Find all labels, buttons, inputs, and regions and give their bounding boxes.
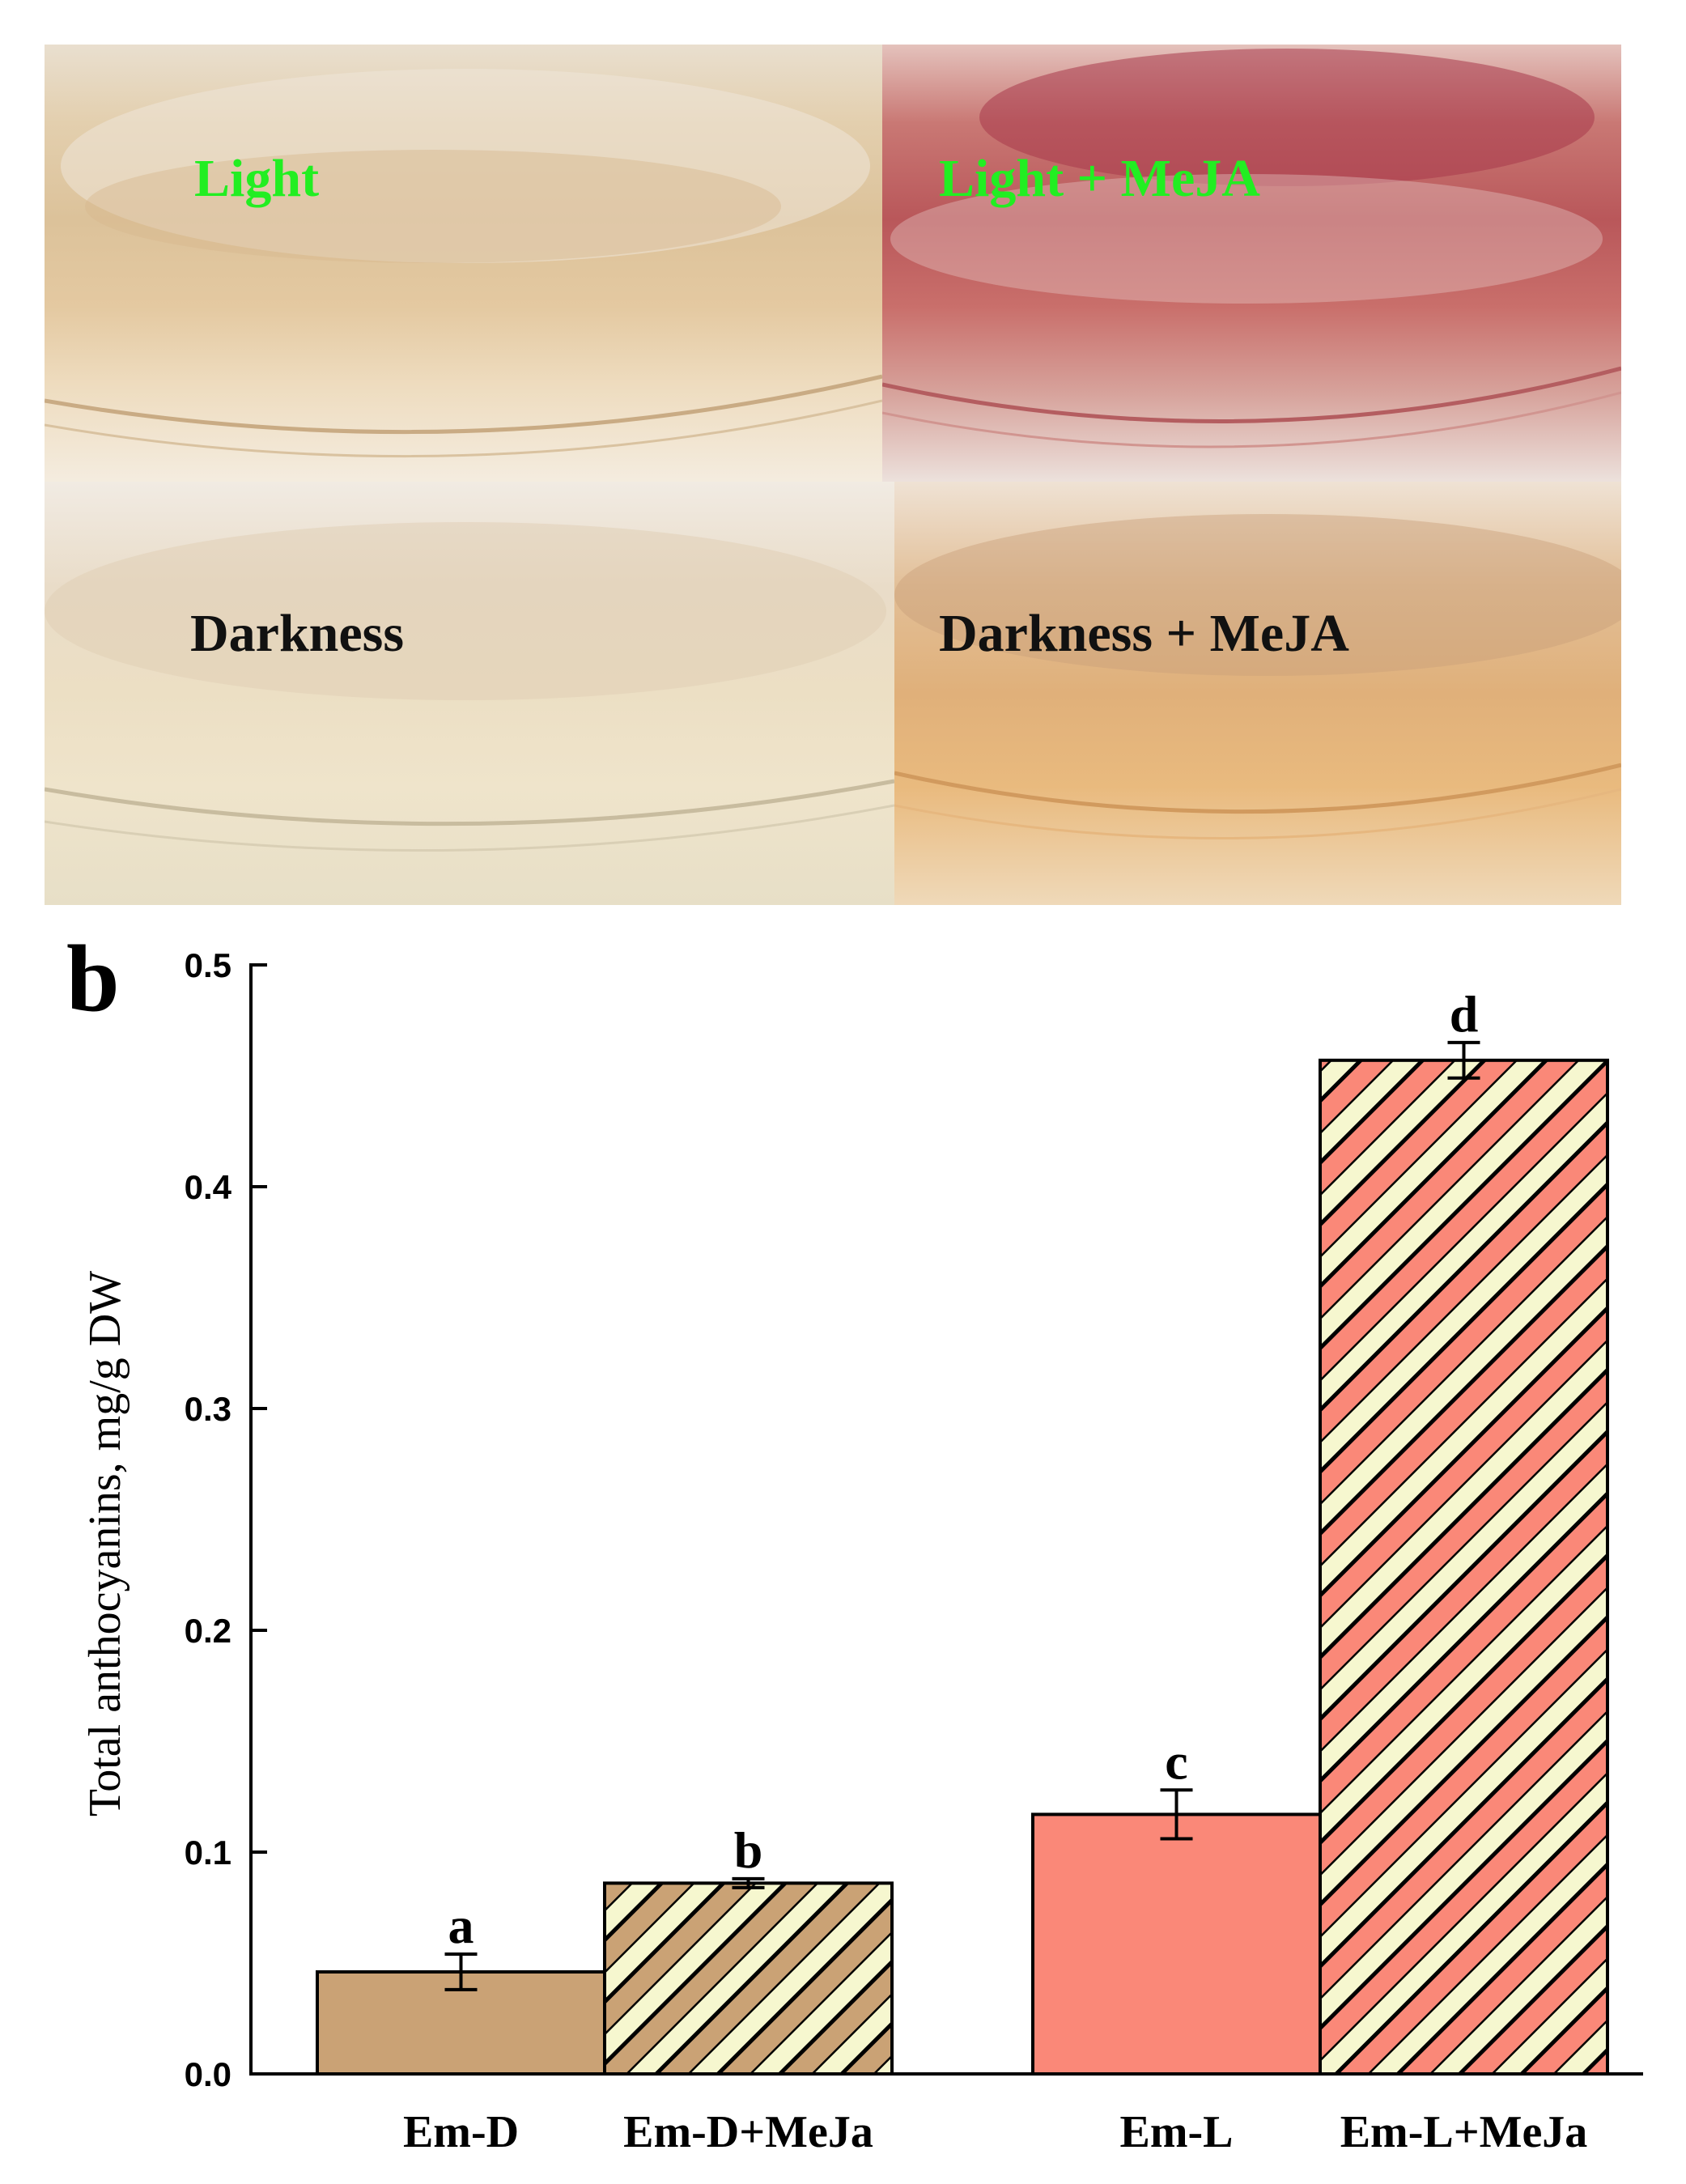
y-axis-label: Total anthocyanins, mg/g DW (80, 1271, 130, 1816)
significance-letter: d (1450, 985, 1479, 1043)
x-tick-label: Em-L+MeJa (1340, 2107, 1588, 2157)
chart-bars (316, 1040, 1609, 2076)
x-tick-label: Em-D+MeJa (623, 2107, 873, 2157)
x-tick-label: Em-L (1120, 2107, 1234, 2157)
y-tick-label: 0.0 (185, 2055, 231, 2093)
y-tick-label: 0.4 (185, 1168, 232, 1206)
petri-dish-photograph: Light Light + MeJA Darkness Darkness + M… (45, 45, 1621, 905)
y-tick-label: 0.1 (185, 1833, 231, 1872)
significance-letter: a (448, 1897, 474, 1954)
photo-darkness-meja: Darkness + MeJA (894, 482, 1621, 905)
photo-darkness-texture (45, 522, 894, 852)
label-light: Light (194, 149, 320, 208)
label-darkness: Darkness (190, 604, 405, 663)
significance-letter: c (1165, 1732, 1187, 1790)
photo-light-meja: Light + MeJA (882, 45, 1621, 482)
photo-light-texture (45, 69, 882, 458)
bar-em-l-meja (1319, 1058, 1609, 2076)
photo-light: Light (45, 45, 882, 482)
bar-em-l (1031, 1812, 1322, 2076)
label-darkness-meja: Darkness + MeJA (939, 604, 1349, 663)
chart-labels: 0.0 0.1 0.2 0.3 0.4 0.5 Total anthocyanins, mg… (80, 946, 1587, 2157)
photo-darkness-meja-texture (894, 514, 1621, 839)
y-tick-label: 0.5 (185, 946, 231, 984)
panel-b-letter: b (66, 925, 120, 1031)
bar-em-d-meja (603, 1881, 894, 2076)
anthocyanin-bar-chart: 0.0 0.1 0.2 0.3 0.4 0.5 Total anthocyanins, mg… (80, 946, 1643, 2157)
label-light-meja: Light + MeJA (939, 149, 1260, 208)
x-tick-label: Em-D (403, 2107, 519, 2157)
significance-letter: b (734, 1821, 763, 1879)
photo-light-meja-texture (882, 49, 1621, 448)
photo-darkness: Darkness (45, 482, 894, 905)
y-tick-label: 0.2 (185, 1612, 231, 1650)
y-tick-label: 0.3 (185, 1390, 231, 1428)
